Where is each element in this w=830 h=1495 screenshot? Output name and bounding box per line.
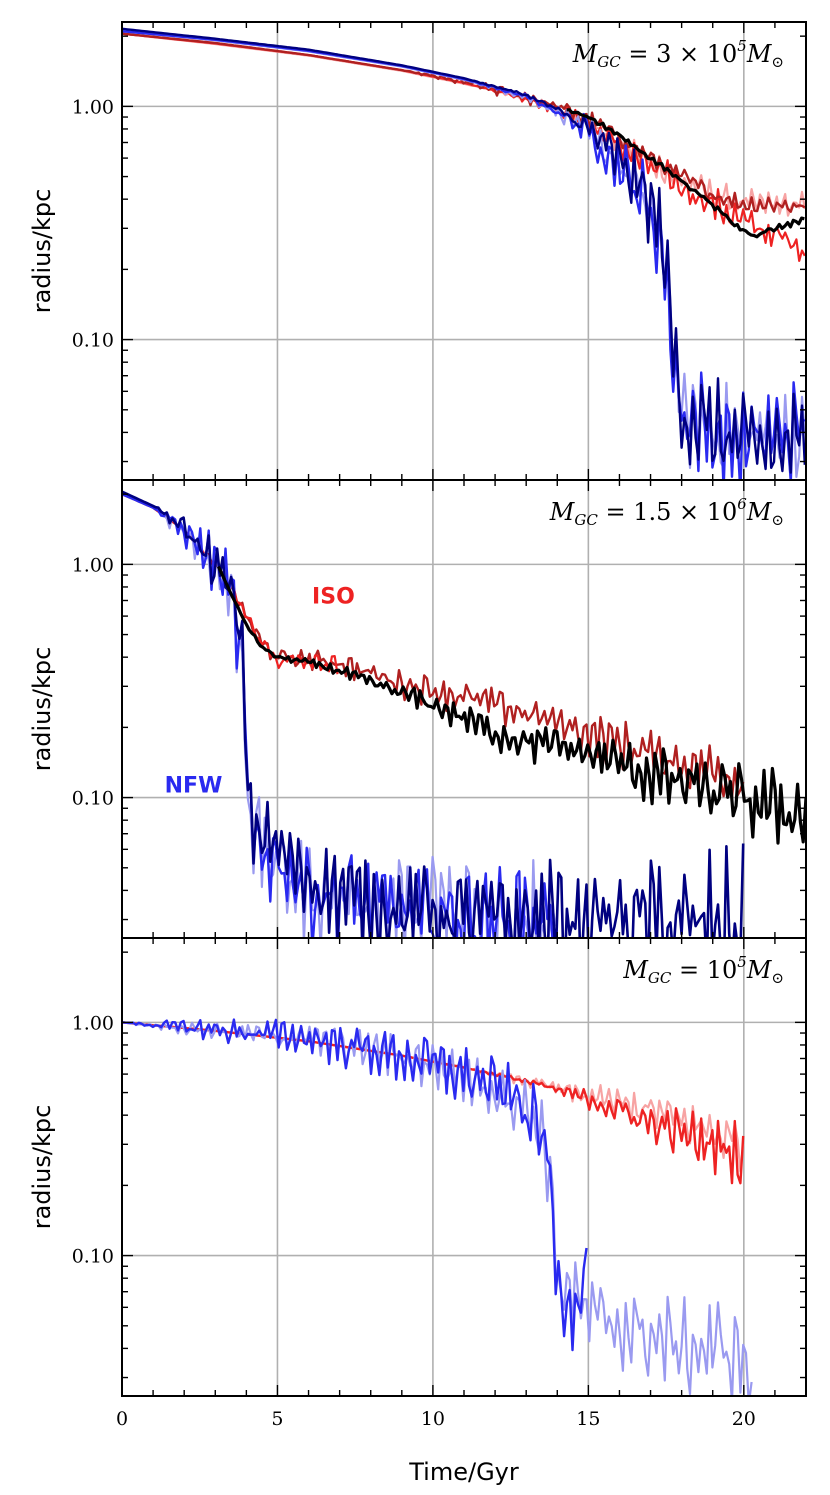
mass-value: = 3 × 10 (621, 40, 738, 68)
series-black (216, 565, 806, 845)
y-axis-label: radius/kpc (28, 647, 56, 772)
mass-exponent: 5 (737, 953, 747, 971)
mass-unit: M (746, 40, 773, 68)
series-blue-bright (122, 1018, 588, 1352)
mass-value: = 1.5 × 10 (598, 498, 737, 526)
mass-value: = 10 (671, 956, 737, 984)
plot-frame (121, 937, 807, 1397)
mass-label: MGC = 1.5 × 106M⊙ (549, 495, 784, 529)
y-axis-label: radius/kpc (28, 1105, 56, 1230)
mass-label: MGC = 105M⊙ (622, 953, 784, 987)
y-tick-label: 1.00 (72, 1012, 114, 1034)
series-blue-light (122, 30, 806, 480)
series-red-dark (122, 32, 806, 213)
series-group (122, 27, 806, 480)
y-axis-label: radius/kpc (28, 189, 56, 314)
x-tick-label: 15 (576, 1408, 600, 1430)
series-black (566, 108, 805, 239)
mass-unit-subscript: ⊙ (771, 969, 784, 987)
x-axis-label: Time/Gyr (408, 1458, 519, 1486)
y-tick-label: 1.00 (72, 96, 114, 118)
mass-symbol: M (622, 956, 649, 984)
y-tick-label: 0.10 (72, 330, 114, 352)
mass-subscript: GC (597, 53, 621, 71)
mass-unit-subscript: ⊙ (771, 511, 784, 529)
x-tick-label: 5 (271, 1408, 283, 1430)
mass-unit: M (746, 498, 773, 526)
series-blue-dark (122, 490, 745, 938)
x-tick-label: 10 (421, 1408, 445, 1430)
mass-unit-subscript: ⊙ (771, 53, 784, 71)
x-tick-label: 0 (116, 1408, 128, 1430)
series-group (122, 490, 806, 938)
mass-subscript: GC (574, 511, 598, 529)
mass-exponent: 6 (737, 495, 747, 513)
mass-symbol: M (549, 498, 576, 526)
mass-subscript: GC (648, 969, 672, 987)
y-tick-label: 1.00 (72, 554, 114, 576)
series-blue-bright (122, 30, 806, 480)
mass-unit: M (746, 956, 773, 984)
annotation-iso: ISO (312, 584, 355, 609)
annotation-nfw: NFW (165, 774, 223, 799)
mass-exponent: 5 (737, 37, 747, 55)
x-tick-label: 20 (732, 1408, 756, 1430)
series-group (122, 1018, 753, 1396)
y-tick-label: 0.10 (72, 788, 114, 810)
mass-symbol: M (572, 40, 599, 68)
series-blue-light (122, 1020, 753, 1396)
y-tick-label: 0.10 (72, 1246, 114, 1268)
series-blue-dark (122, 27, 806, 474)
mass-label: MGC = 3 × 105M⊙ (572, 37, 784, 71)
